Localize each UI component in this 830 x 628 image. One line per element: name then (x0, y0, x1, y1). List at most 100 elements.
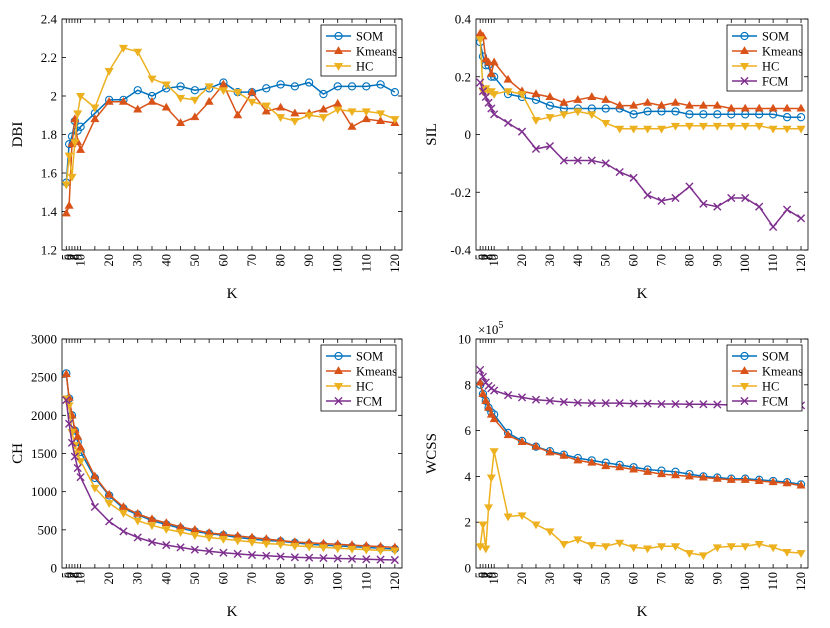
data-point (754, 476, 764, 484)
data-point (601, 461, 611, 470)
x-tick-label: 6 (476, 572, 490, 578)
legend-marker (739, 46, 750, 55)
data-point (671, 399, 680, 409)
data-point (476, 365, 485, 375)
data-point (478, 521, 488, 530)
data-point (517, 437, 527, 446)
data-point (587, 156, 596, 165)
data-point (755, 202, 764, 211)
data-point (486, 474, 496, 483)
y-tick-label: 2.2 (41, 50, 57, 65)
y-exponent-label: ×105 (478, 320, 503, 337)
y-axis-label: SIL (424, 123, 440, 146)
data-point (671, 193, 680, 203)
x-tick-label: 8 (68, 254, 82, 260)
data-point (713, 110, 722, 119)
legend-label: SOM (356, 30, 383, 44)
data-point (615, 125, 625, 134)
data-point (147, 75, 157, 84)
x-tick-label: 70 (245, 572, 259, 585)
x-tick-label: 100 (331, 254, 345, 273)
data-point (67, 173, 77, 182)
y-axis-label: CH (10, 443, 26, 464)
x-axis-label: K (227, 604, 238, 620)
x-tick-label: 110 (766, 254, 780, 272)
data-point (390, 555, 399, 565)
legend-entry-fcm: FCM (732, 75, 788, 89)
data-point (740, 543, 750, 552)
data-point (219, 548, 228, 557)
data-point (118, 44, 128, 53)
x-tick-label: 9 (71, 572, 85, 578)
data-point (487, 104, 496, 113)
data-point (754, 122, 764, 131)
data-point (684, 471, 694, 480)
data-point (531, 89, 541, 98)
data-point (290, 118, 300, 126)
data-point (484, 402, 494, 411)
data-point (481, 92, 490, 102)
data-point (754, 540, 764, 549)
y-tick-label: 3000 (31, 332, 57, 347)
data-point (601, 95, 611, 103)
y-tick-label: 1.8 (41, 127, 57, 142)
data-point (62, 395, 71, 405)
data-point (261, 106, 271, 115)
data-point (573, 156, 582, 165)
data-point (376, 110, 386, 119)
data-point (70, 139, 80, 147)
legend-entry-hc: HC (732, 380, 779, 394)
x-tick-label: 6 (62, 572, 76, 578)
legend-label: FCM (356, 395, 382, 409)
x-tick-label: 8 (482, 572, 496, 578)
legend-entry-kmeans: Kmeans (732, 365, 803, 379)
x-tick-label: 60 (627, 572, 641, 585)
data-point (698, 100, 708, 109)
data-point (573, 398, 582, 407)
legend-entry-fcm: FCM (326, 395, 382, 409)
x-tick-label: 6 (476, 254, 490, 260)
x-tick-label: 30 (543, 254, 557, 267)
data-point (629, 125, 639, 134)
x-tick-label: 10 (487, 254, 501, 267)
x-tick-label: 50 (188, 254, 202, 267)
data-point (478, 389, 488, 397)
data-point (118, 96, 128, 105)
data-point (65, 419, 74, 428)
x-tick-label: 70 (245, 254, 259, 267)
x-tick-label: 120 (794, 254, 808, 273)
x-tick-label: 9 (484, 254, 498, 260)
data-point (90, 484, 100, 493)
data-point (318, 114, 328, 122)
data-point (247, 98, 257, 107)
series-fcm (476, 78, 806, 231)
x-tick-label: 50 (188, 572, 202, 585)
data-point (319, 553, 328, 563)
data-point (503, 88, 513, 96)
x-tick-label: 120 (794, 572, 808, 591)
y-tick-label: 2500 (31, 370, 57, 385)
data-point (684, 550, 694, 558)
data-point (643, 399, 652, 408)
data-point (796, 480, 806, 489)
legend-marker (334, 396, 343, 406)
legend-entry-som: SOM (732, 30, 789, 44)
data-point (347, 82, 357, 91)
x-tick-label: 100 (331, 572, 345, 591)
data-point (64, 152, 74, 161)
data-point (629, 464, 639, 473)
data-point (643, 467, 653, 475)
series-fcm (62, 395, 399, 565)
data-point (670, 543, 680, 552)
data-point (587, 457, 597, 466)
data-point (261, 540, 271, 549)
data-point (233, 89, 243, 97)
data-point (70, 452, 79, 461)
data-point (90, 114, 100, 123)
data-point (489, 57, 499, 66)
data-point (67, 438, 77, 447)
data-point (486, 409, 496, 418)
data-point (361, 108, 371, 117)
legend-label: FCM (762, 75, 788, 89)
